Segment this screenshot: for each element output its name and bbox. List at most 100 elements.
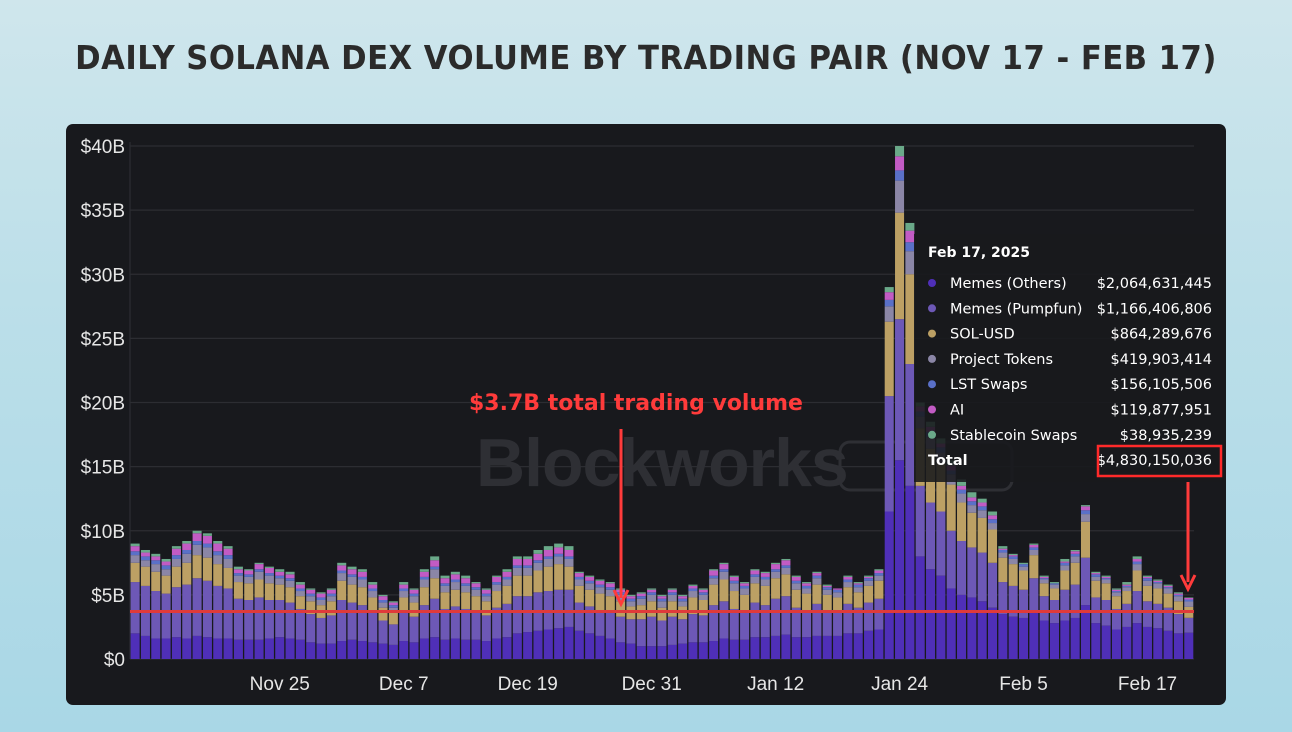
bar-stack[interactable] — [502, 569, 512, 659]
bar-stack[interactable] — [1173, 592, 1183, 659]
bar-stack[interactable] — [698, 588, 708, 659]
bar-stack[interactable] — [213, 541, 223, 659]
bar-stack[interactable] — [523, 556, 533, 659]
bar-stack[interactable] — [264, 566, 274, 659]
bar-stack[interactable] — [368, 582, 378, 659]
bar-stack[interactable] — [688, 584, 698, 659]
bar-stack[interactable] — [326, 588, 336, 659]
bar-stack[interactable] — [977, 498, 987, 659]
bar-stack[interactable] — [1060, 558, 1070, 659]
bar-stack[interactable] — [1184, 597, 1194, 659]
bar-stack[interactable] — [1080, 505, 1090, 659]
bar-stack[interactable] — [626, 594, 636, 659]
bar-stack[interactable] — [316, 592, 326, 659]
bar-stack[interactable] — [988, 511, 998, 659]
bar-stack[interactable] — [357, 569, 367, 659]
bar-stack[interactable] — [461, 575, 471, 659]
bar-stack[interactable] — [554, 543, 564, 659]
bar-stack[interactable] — [1008, 553, 1018, 659]
bar-stack[interactable] — [750, 569, 760, 659]
bar-stack[interactable] — [1163, 584, 1173, 659]
bar-stack[interactable] — [151, 553, 161, 659]
bar-stack[interactable] — [709, 569, 719, 659]
chart-panel: $0 $5B $10B $15B $20B $25B $30B $35B $40B Blockw… — [66, 124, 1226, 705]
bar-stack[interactable] — [864, 575, 874, 659]
bar-stack[interactable] — [306, 588, 316, 659]
bar-stack[interactable] — [884, 287, 894, 659]
bar-stack[interactable] — [895, 146, 905, 659]
bar-stack[interactable] — [1132, 556, 1142, 659]
bar-stack[interactable] — [771, 562, 781, 659]
bar-stack[interactable] — [585, 575, 595, 659]
bar-stack[interactable] — [244, 569, 254, 659]
bar-stack[interactable] — [192, 530, 202, 659]
bar-stack[interactable] — [657, 594, 667, 659]
bar-stack[interactable] — [543, 546, 553, 659]
bar-stack[interactable] — [492, 575, 502, 659]
bar-stack[interactable] — [812, 571, 822, 659]
bar-stack[interactable] — [740, 582, 750, 659]
bar-stack[interactable] — [275, 569, 285, 659]
bar-stack[interactable] — [409, 588, 419, 659]
bar-stack[interactable] — [130, 543, 140, 659]
bar-stack[interactable] — [874, 569, 884, 659]
bar-stack[interactable] — [1142, 575, 1152, 659]
bar-stack[interactable] — [337, 562, 347, 659]
bar-stack[interactable] — [574, 571, 584, 659]
bar-stack[interactable] — [636, 592, 646, 659]
bar-stack[interactable] — [998, 546, 1008, 659]
bar-stack[interactable] — [853, 582, 863, 659]
bar-stack[interactable] — [295, 582, 305, 659]
bar-stack[interactable] — [171, 546, 181, 659]
bar-stack[interactable] — [1049, 582, 1060, 659]
bar-stack[interactable] — [1101, 575, 1111, 659]
bar-stack[interactable] — [388, 601, 398, 659]
bar-stack[interactable] — [760, 571, 770, 659]
bar-stack[interactable] — [254, 562, 264, 659]
bar-stack[interactable] — [1070, 549, 1080, 659]
bar-stack[interactable] — [440, 575, 450, 659]
bar-stack[interactable] — [946, 460, 956, 659]
bar-stack[interactable] — [1018, 562, 1029, 659]
bar-stack[interactable] — [1091, 571, 1101, 659]
bar-stack[interactable] — [1029, 543, 1039, 659]
bar-stack[interactable] — [202, 533, 212, 659]
bar-stack[interactable] — [285, 571, 295, 659]
bar-stack[interactable] — [347, 566, 357, 659]
bar-stack[interactable] — [1039, 575, 1049, 659]
bar-stack[interactable] — [605, 582, 615, 659]
bar-stack[interactable] — [729, 575, 739, 659]
bar-stack[interactable] — [564, 546, 574, 659]
bar-stack[interactable] — [1122, 582, 1132, 659]
bar-stack[interactable] — [161, 558, 171, 659]
bar-stack[interactable] — [843, 575, 853, 659]
bar-stack[interactable] — [833, 588, 843, 659]
bar-stack[interactable] — [905, 222, 915, 659]
bar-stack[interactable] — [957, 479, 967, 660]
bar-stack[interactable] — [450, 571, 460, 659]
bar-stack[interactable] — [419, 569, 429, 659]
bar-stack[interactable] — [1111, 588, 1121, 659]
bar-stack[interactable] — [223, 546, 233, 659]
bar-stack[interactable] — [378, 594, 388, 659]
bar-stack[interactable] — [719, 562, 729, 659]
bar-stack[interactable] — [967, 492, 977, 659]
bar-stack[interactable] — [233, 566, 243, 659]
bar-stack[interactable] — [182, 541, 192, 659]
bar-stack[interactable] — [533, 549, 543, 659]
bar-stack[interactable] — [802, 582, 812, 659]
bar-stack[interactable] — [471, 582, 481, 659]
bar-stack[interactable] — [399, 582, 409, 659]
bar-stack[interactable] — [678, 594, 688, 659]
bar-stack[interactable] — [1153, 579, 1163, 659]
bar-stack[interactable] — [647, 588, 657, 659]
bar-stack[interactable] — [512, 556, 522, 659]
bar-stack[interactable] — [781, 558, 791, 659]
bar-stack[interactable] — [667, 588, 677, 659]
bar-stack[interactable] — [822, 584, 832, 659]
bar-stack[interactable] — [481, 588, 491, 659]
bar-stack[interactable] — [791, 575, 801, 659]
bar-stack[interactable] — [595, 579, 605, 659]
bar-stack[interactable] — [430, 556, 440, 659]
bar-stack[interactable] — [140, 549, 150, 659]
